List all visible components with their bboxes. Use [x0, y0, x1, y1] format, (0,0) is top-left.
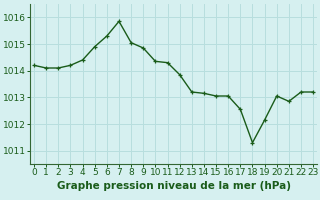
X-axis label: Graphe pression niveau de la mer (hPa): Graphe pression niveau de la mer (hPa) [57, 181, 291, 191]
